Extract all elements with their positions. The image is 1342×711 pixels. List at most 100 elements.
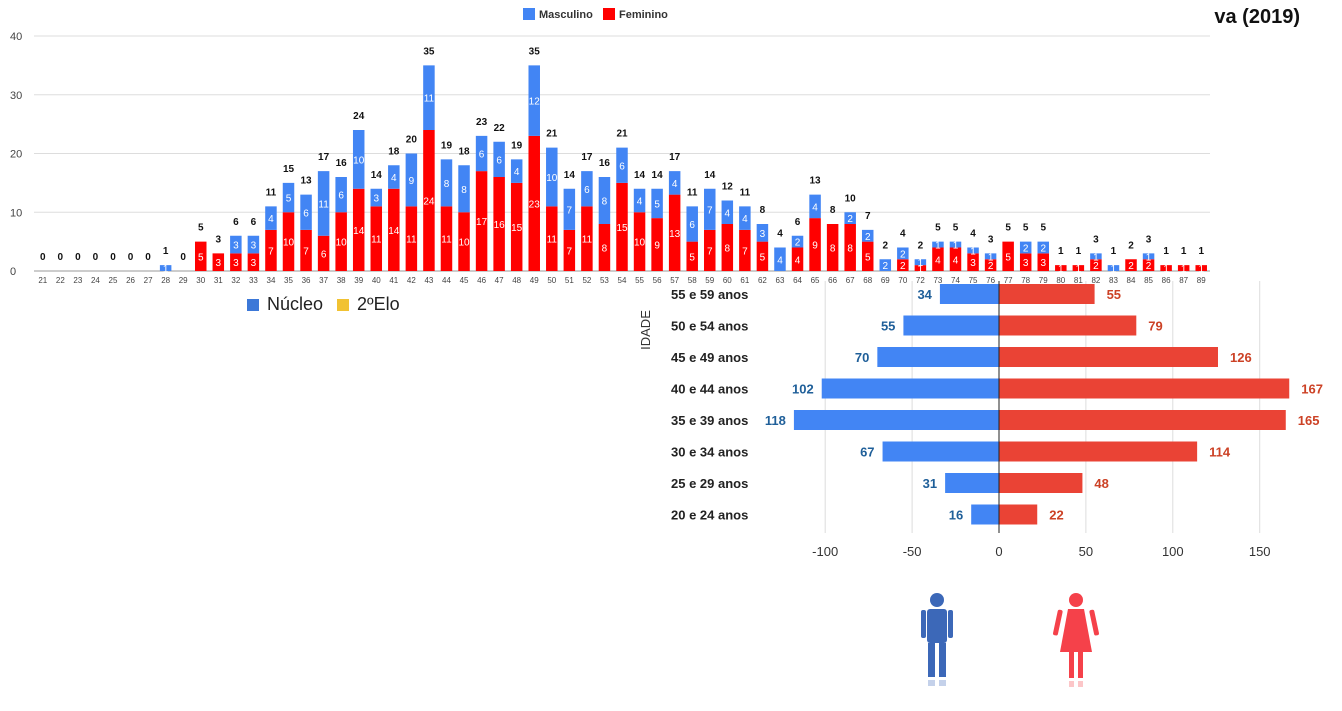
bar-feminino xyxy=(861,241,874,271)
feminino-legend-label: Feminino xyxy=(619,9,668,21)
bar-total-label: 11 xyxy=(687,187,698,198)
bar-feminino xyxy=(475,171,488,271)
top-x-tick-label: 23 xyxy=(73,276,82,285)
bar-feminino-value: 10 xyxy=(458,238,470,249)
bar-feminino-value: 10 xyxy=(283,238,295,249)
top-x-tick-label: 32 xyxy=(231,276,240,285)
bar-total-label: 5 xyxy=(198,223,204,234)
bar-feminino xyxy=(686,241,698,271)
bar-masculino xyxy=(230,235,242,254)
bar-masculino-value: 3 xyxy=(233,241,239,252)
bar-total-label: 22 xyxy=(494,123,506,134)
bar-total-label: 7 xyxy=(865,211,871,222)
bar-masculino-value: 8 xyxy=(461,185,467,196)
bar-feminino-value: 1 xyxy=(1076,264,1082,275)
top-chart-bars: 0210220230240250260271128029553033313363… xyxy=(38,46,1207,285)
bar-feminino-value: 5 xyxy=(1005,252,1011,263)
bar-feminino-value: 2 xyxy=(1093,261,1099,272)
bar-masculino xyxy=(423,65,435,130)
bar-feminino xyxy=(1055,265,1067,271)
top-x-tick-label: 67 xyxy=(846,276,855,285)
pyramid-x-tick-label: 100 xyxy=(1162,544,1184,559)
pyramid-bar-masculino xyxy=(971,504,999,525)
bar-feminino xyxy=(370,206,383,271)
bar-masculino-value: 6 xyxy=(479,150,485,161)
bar-total-label: 0 xyxy=(128,252,134,263)
top-x-tick-label: 81 xyxy=(1074,276,1083,285)
bar-feminino-value: 7 xyxy=(268,246,274,257)
top-x-tick-label: 74 xyxy=(951,276,960,285)
bar-feminino xyxy=(265,229,277,271)
bar-total-label: 14 xyxy=(704,170,716,181)
bar-total-label: 17 xyxy=(669,152,681,163)
bar-total-label: 15 xyxy=(283,164,295,175)
top-x-tick-label: 37 xyxy=(319,276,328,285)
bar-masculino-value: 4 xyxy=(391,173,397,184)
bar-feminino-value: 6 xyxy=(321,249,327,260)
bar-feminino xyxy=(317,235,330,271)
bar-feminino-value: 1 xyxy=(1181,264,1187,275)
top-x-tick-label: 29 xyxy=(179,276,188,285)
bar-masculino xyxy=(756,224,769,242)
bar-feminino-value: 1 xyxy=(1163,264,1169,275)
pyramid-feminino-value: 165 xyxy=(1298,413,1320,428)
bar-masculino xyxy=(159,265,172,271)
masculino-legend-label: Masculino xyxy=(539,9,593,21)
bar-feminino xyxy=(1090,259,1102,271)
feminino-legend-swatch xyxy=(603,8,615,20)
bar-feminino xyxy=(423,130,435,271)
bar-feminino xyxy=(809,218,821,271)
bar-total-label: 8 xyxy=(830,205,836,216)
bar-feminino xyxy=(1177,265,1190,271)
top-x-tick-label: 34 xyxy=(267,276,276,285)
bar-masculino-value: 6 xyxy=(338,191,344,202)
bar-feminino-value: 4 xyxy=(953,255,959,266)
pyramid-category-label: 30 e 34 anos xyxy=(671,445,748,460)
bar-masculino xyxy=(388,165,400,189)
bar-masculino xyxy=(1090,253,1102,260)
top-x-tick-label: 49 xyxy=(530,276,539,285)
top-x-tick-label: 55 xyxy=(635,276,644,285)
top-x-tick-label: 46 xyxy=(477,276,486,285)
top-x-tick-label: 73 xyxy=(933,276,942,285)
pyramid-feminino-value: 55 xyxy=(1107,287,1121,302)
bar-feminino-value: 2 xyxy=(1128,261,1134,272)
bar-total-label: 5 xyxy=(1005,223,1011,234)
bar-total-label: 2 xyxy=(918,240,924,251)
pyramid-feminino-value: 48 xyxy=(1094,476,1108,491)
bar-feminino xyxy=(932,247,944,271)
top-x-tick-label: 26 xyxy=(126,276,135,285)
pyramid-x-tick-label: 150 xyxy=(1249,544,1271,559)
bar-masculino xyxy=(651,188,663,219)
bar-masculino-value: 1 xyxy=(1111,264,1117,275)
top-x-tick-label: 72 xyxy=(916,276,925,285)
top-y-tick-label: 30 xyxy=(10,90,22,102)
top-x-tick-label: 50 xyxy=(547,276,556,285)
bar-total-label: 4 xyxy=(777,229,783,240)
bar-feminino-value: 15 xyxy=(616,223,628,234)
bar-masculino-value: 4 xyxy=(725,208,731,219)
pyramid-bar-masculino xyxy=(793,410,999,430)
top-y-tick-label: 0 xyxy=(10,266,16,278)
bar-masculino xyxy=(581,171,593,207)
bar-total-label: 13 xyxy=(300,176,312,187)
bar-masculino-value: 3 xyxy=(251,241,257,252)
bar-masculino-value: 7 xyxy=(707,205,713,216)
bar-masculino-value: 2 xyxy=(795,238,801,249)
top-chart-legend: Masculino Feminino xyxy=(523,8,668,21)
people-icons xyxy=(921,593,1099,687)
bar-feminino xyxy=(844,224,856,271)
pyramid-y-axis-label: IDADE xyxy=(638,310,653,350)
bar-feminino-value: 5 xyxy=(198,252,204,263)
bar-feminino-value: 1 xyxy=(918,264,924,275)
pyramid-masculino-value: 118 xyxy=(765,413,786,428)
bar-total-label: 0 xyxy=(93,252,99,263)
top-y-tick-label: 10 xyxy=(10,207,22,219)
masculino-legend-swatch xyxy=(523,8,535,20)
bar-masculino-value: 1 xyxy=(1093,252,1099,263)
pyramid-category-label: 50 e 54 anos xyxy=(671,319,748,334)
bar-masculino xyxy=(616,147,628,183)
bar-feminino-value: 15 xyxy=(511,223,523,234)
bar-masculino xyxy=(984,253,997,260)
bar-total-label: 4 xyxy=(970,229,976,240)
